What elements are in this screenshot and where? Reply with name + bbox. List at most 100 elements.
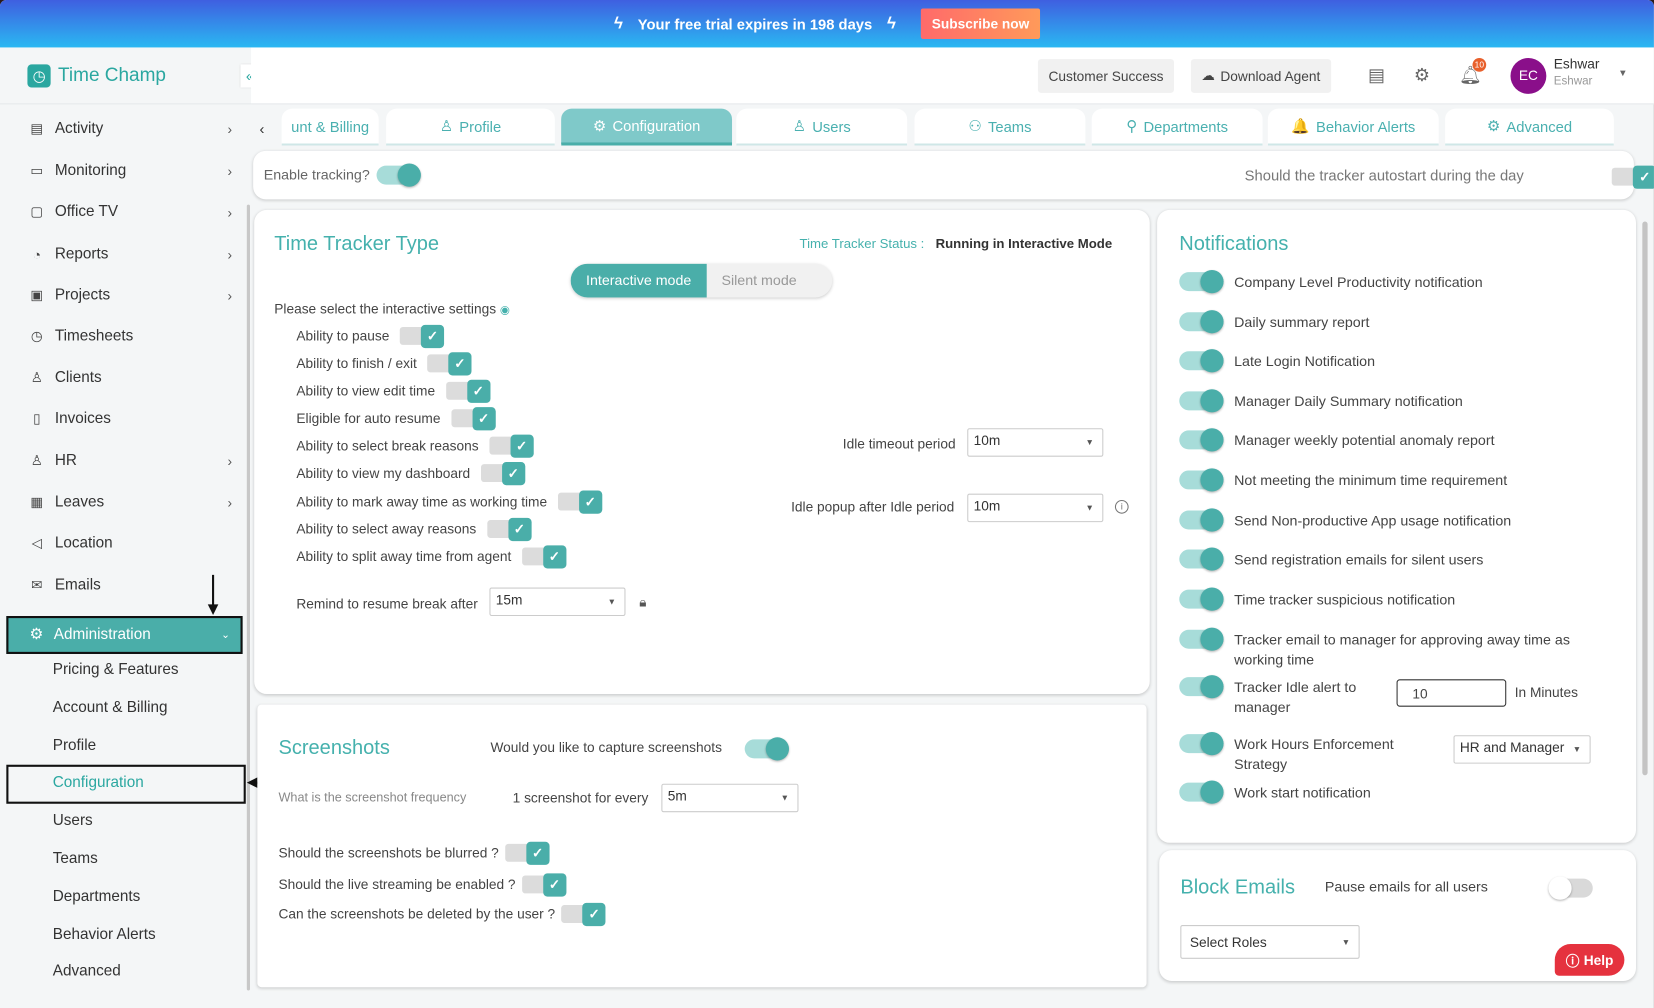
tab-users[interactable]: ♙ Users	[736, 108, 908, 146]
sidebar-subitem-behavior-alerts[interactable]: Behavior Alerts	[52, 926, 156, 943]
sidebar-subitem-account-billing[interactable]: Account & Billing	[52, 699, 168, 717]
help-label: Help	[1583, 951, 1614, 968]
sidebar-subitem-departments[interactable]: Departments	[52, 888, 141, 906]
notification-toggle[interactable]	[1179, 428, 1224, 452]
notification-toggle[interactable]	[1179, 468, 1224, 492]
tab-label: Departments	[1143, 117, 1229, 135]
tabs-scroll-left-icon[interactable]: ‹	[259, 120, 265, 138]
setting-toggle[interactable]: ✓	[399, 324, 445, 349]
notification-row: Send Non-productive App usage notificati…	[1179, 508, 1611, 532]
notification-row: Send registration emails for silent user…	[1179, 547, 1611, 571]
sidebar-item-reports[interactable]: ◔ Reports ›	[27, 242, 234, 267]
setting-toggle[interactable]: ✓	[489, 434, 534, 458]
calendar-icon: ▦	[30, 493, 44, 510]
download-agent-button[interactable]: ☁ Download Agent	[1190, 59, 1331, 93]
customer-success-button[interactable]: Customer Success	[1037, 59, 1175, 93]
subscribe-button[interactable]: Subscribe now	[921, 8, 1040, 40]
notification-label: Time tracker suspicious notification	[1234, 591, 1456, 608]
caret-down-icon: ▼	[780, 793, 789, 803]
notification-toggle[interactable]	[1179, 310, 1224, 334]
bell-icon[interactable]: 🔔︎ 10	[1457, 58, 1487, 89]
lightning-icon: ϟ	[614, 14, 623, 33]
tab-unt-billing[interactable]: unt & Billing	[281, 108, 379, 146]
every-label: 1 screenshot for every	[512, 790, 649, 806]
setting-toggle[interactable]: ✓	[521, 545, 567, 569]
notification-toggle[interactable]	[1179, 349, 1224, 373]
pause-emails-toggle[interactable]	[1548, 876, 1593, 900]
sidebar-subitem-profile[interactable]: Profile	[52, 737, 97, 755]
sidebar-scrollbar[interactable]	[246, 204, 250, 991]
sidebar-item-leaves[interactable]: ▦ Leaves ›	[27, 489, 234, 514]
remind-select[interactable]: 15m ▼	[489, 587, 626, 617]
setting-toggle[interactable]: ✓	[445, 379, 490, 403]
work-hours-select[interactable]: HR and Manager ▼	[1453, 735, 1591, 764]
location-icon: ◁	[31, 534, 43, 551]
user-menu-chevron-icon[interactable]: ▼	[1618, 67, 1628, 79]
screenshots-card: Screenshots Would you like to capture sc…	[257, 704, 1147, 988]
screenshot-option-toggle[interactable]: ✓	[561, 902, 606, 927]
sidebar-item-administration[interactable]: ⚙ Administration ⌄	[6, 616, 243, 654]
help-button[interactable]: ⓘ Help	[1554, 944, 1625, 976]
work-start-toggle[interactable]	[1179, 780, 1224, 804]
sidebar-item-hr[interactable]: ♙ HR ›	[27, 448, 234, 473]
setting-toggle[interactable]: ✓	[427, 352, 472, 376]
remind-label: Remind to resume break after	[296, 595, 478, 612]
work-hours-toggle[interactable]	[1179, 732, 1224, 756]
sidebar-item-invoices[interactable]: ▯ Invoices	[27, 406, 234, 431]
page-scrollbar[interactable]	[1642, 221, 1648, 776]
sidebar-subitem-pricing-features[interactable]: Pricing & Features	[52, 661, 179, 679]
idle-popup-select[interactable]: 10m ▼	[967, 493, 1104, 523]
sidebar-item-label: Location	[54, 534, 113, 552]
sidebar-item-monitoring[interactable]: ▭ Monitoring ›	[27, 158, 234, 183]
sidebar-item-projects[interactable]: ▣ Projects ›	[27, 283, 234, 308]
idle-timeout-select[interactable]: 10m ▼	[967, 428, 1104, 457]
notification-toggle[interactable]	[1179, 587, 1224, 611]
silent-mode-button[interactable]: Silent mode	[721, 272, 797, 288]
interactive-mode-button[interactable]: Interactive mode	[570, 263, 707, 298]
sidebar-item-label: Emails	[54, 576, 101, 594]
customer-success-label: Customer Success	[1048, 68, 1164, 84]
notification-toggle[interactable]	[1179, 389, 1224, 413]
tab-configuration[interactable]: ⚙ Configuration	[561, 108, 733, 146]
screenshot-option-toggle[interactable]: ✓	[521, 873, 567, 897]
tab-teams[interactable]: ⚇ Teams	[914, 108, 1086, 146]
tab-departments[interactable]: ⚲ Departments	[1091, 108, 1263, 146]
sidebar-item-office-tv[interactable]: ▢ Office TV ›	[27, 199, 234, 224]
tab-advanced[interactable]: ⚙ Advanced	[1445, 108, 1614, 146]
document-icon[interactable]: ▤	[1368, 65, 1385, 86]
cloud-download-icon: ☁	[1201, 67, 1216, 84]
frequency-select[interactable]: 5m ▼	[661, 783, 799, 813]
sidebar-subitem-teams[interactable]: Teams	[52, 850, 98, 868]
sidebar-item-emails[interactable]: ✉ Emails	[27, 573, 234, 598]
sidebar-item-timesheets[interactable]: ◷ Timesheets	[27, 324, 234, 349]
idle-alert-input[interactable]: 10	[1396, 679, 1507, 707]
screenshot-option-toggle[interactable]: ✓	[505, 841, 550, 865]
notification-toggle[interactable]	[1179, 508, 1224, 532]
setting-toggle[interactable]: ✓	[451, 407, 496, 431]
setting-toggle[interactable]: ✓	[486, 517, 532, 542]
enable-tracking-toggle[interactable]	[376, 163, 421, 187]
sidebar-item-location[interactable]: ◁ Location	[27, 531, 234, 556]
top-bar: Customer Success ☁ Download Agent ▤ ⚙ 🔔︎ 1…	[251, 47, 1654, 105]
eye-icon[interactable]: ◉	[499, 303, 511, 317]
sidebar-subitem-users[interactable]: Users	[52, 812, 93, 830]
gear-icon[interactable]: ⚙	[1413, 65, 1430, 86]
notification-toggle[interactable]	[1179, 627, 1224, 651]
avatar[interactable]: EC	[1510, 58, 1547, 94]
notification-toggle[interactable]	[1179, 547, 1224, 571]
notification-row: Late Login Notification	[1179, 349, 1611, 373]
tab-behavior-alerts[interactable]: 🔔 Behavior Alerts	[1267, 108, 1439, 146]
select-roles-dropdown[interactable]: Select Roles ▼	[1180, 925, 1360, 959]
idle-alert-toggle[interactable]	[1179, 675, 1224, 699]
sidebar-item-clients[interactable]: ♙ Clients	[27, 365, 234, 390]
capture-screenshots-toggle[interactable]	[744, 737, 789, 761]
notification-toggle[interactable]	[1179, 270, 1224, 294]
autostart-toggle[interactable]: ✓	[1612, 165, 1654, 189]
sidebar-subitem-advanced[interactable]: Advanced	[52, 963, 121, 980]
setting-toggle[interactable]: ✓	[480, 462, 526, 486]
sidebar-item-activity[interactable]: ▤ Activity ›	[27, 116, 234, 141]
setting-toggle[interactable]: ✓	[557, 490, 602, 514]
sidebar-subitem-configuration[interactable]: Configuration	[52, 774, 144, 792]
info-icon[interactable]: i	[1114, 499, 1129, 514]
tab-profile[interactable]: ♙ Profile	[386, 108, 555, 146]
